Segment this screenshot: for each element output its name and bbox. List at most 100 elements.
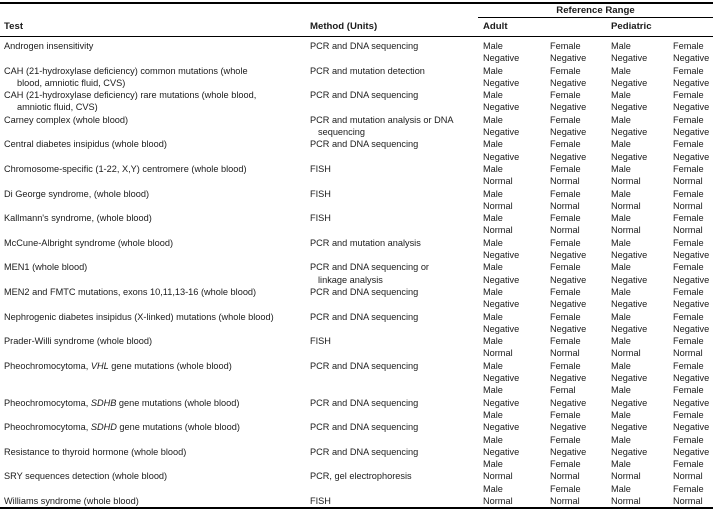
method-line: PCR and DNA sequencing (310, 41, 419, 51)
method-cell: PCR and DNA sequencing (310, 89, 483, 114)
method-line: PCR and mutation analysis (310, 237, 421, 248)
ref-value: Negative (483, 250, 520, 261)
table-row: Prader-Willi syndrome (whole blood) FISH M… (0, 335, 713, 360)
ref-value: Male (611, 139, 631, 150)
ref-value: Male (611, 385, 631, 396)
ref-pediatric-male-cell: Negative Male (611, 397, 673, 422)
ref-pediatric-male-cell: Male Negative (611, 89, 673, 114)
ref-pediatric-female-cell: Female Normal (673, 188, 713, 213)
ref-value: Male (483, 434, 503, 445)
test-name-line: Pheochromocytoma, SDHD gene mutations (w… (4, 422, 240, 433)
ref-value: Male (483, 286, 503, 297)
test-name-line: CAH (21-hydroxylase deficiency) common m… (4, 65, 248, 76)
ref-value: Normal (611, 348, 641, 359)
method-line: PCR and DNA sequencing (310, 422, 419, 433)
reference-range-spanner-label: Reference Range (556, 5, 635, 16)
table-row: Nephrogenic diabetes insipidus (X-linked… (0, 311, 713, 336)
method-line: PCR and DNA sequencing (310, 286, 419, 297)
ref-value: Negative (483, 323, 520, 334)
table-row: Di George syndrome, (whole blood) FISH Mal… (0, 188, 713, 213)
test-name-line: Androgen insensitivity (4, 41, 94, 51)
ref-pediatric-female-cell: Female Negative (673, 40, 713, 65)
ref-pediatric-male-cell: Male Normal (611, 335, 673, 360)
test-name-cell: McCune-Albright syndrome (whole blood) (0, 237, 310, 262)
ref-value: Male (611, 237, 631, 248)
ref-value: Negative (550, 446, 587, 457)
method-cell: PCR and DNA sequencing (310, 40, 483, 65)
gene-symbol: SDHB (90, 397, 117, 408)
ref-value: Male (611, 409, 631, 420)
ref-pediatric-female-cell: Female Normal (673, 212, 713, 237)
ref-value: Male (611, 483, 631, 494)
test-name-line: Resistance to thyroid hormone (whole blo… (4, 446, 187, 457)
ref-value: Negative (611, 250, 648, 261)
ref-value: Female (673, 41, 704, 51)
ref-value: Negative (673, 127, 710, 138)
ref-adult-male-cell: Negative Male (483, 446, 550, 471)
ref-pediatric-male-cell: Male Negative (611, 114, 673, 139)
ref-value: Female (550, 459, 581, 470)
test-name-cell: CAH (21-hydroxylase deficiency) rare mut… (0, 89, 310, 114)
gene-symbol: VHL (90, 360, 109, 371)
ref-value: Female (673, 90, 704, 101)
test-name-line: blood, amniotic fluid, CVS) (17, 77, 126, 88)
test-name-cell: SRY sequences detection (whole blood) (0, 470, 310, 495)
ref-pediatric-male-cell: Male Normal (611, 163, 673, 188)
ref-value: Normal (673, 495, 703, 506)
ref-value: Female (550, 41, 581, 51)
ref-value: Male (611, 459, 631, 470)
ref-pediatric-male-cell: Male Negative (611, 40, 673, 65)
ref-value: Male (483, 139, 503, 150)
ref-value: Negative (550, 102, 587, 113)
ref-value: Male (611, 360, 631, 371)
ref-value: Male (483, 336, 503, 347)
test-name-line: Pheochromocytoma, SDHB gene mutations (w… (4, 397, 240, 408)
table-row: Carney complex (whole blood) PCR and muta… (0, 114, 713, 139)
ref-adult-female-cell: Female Negative (550, 65, 611, 90)
ref-value: Male (483, 65, 503, 76)
ref-adult-female-cell: Female Normal (550, 335, 611, 360)
column-header-adult: Adult (483, 21, 508, 32)
ref-value: Negative (611, 422, 648, 433)
ref-pediatric-female-cell: Female Negative (673, 237, 713, 262)
ref-value: Male (483, 188, 503, 199)
ref-value: Negative (673, 323, 710, 334)
method-line: PCR, gel electrophoresis (310, 471, 412, 482)
test-name-cell: Di George syndrome, (whole blood) (0, 188, 310, 213)
test-name-line: Nephrogenic diabetes insipidus (X-linked… (4, 311, 274, 322)
ref-value: Female (673, 262, 704, 273)
ref-value: Negative (550, 299, 587, 310)
method-line: FISH (310, 495, 331, 506)
test-name-line: CAH (21-hydroxylase deficiency) rare mut… (4, 90, 257, 101)
method-cell: PCR and DNA sequencing or linkage analysi… (310, 261, 483, 286)
ref-value: Normal (673, 225, 703, 236)
ref-value: Negative (483, 53, 520, 64)
ref-value: Negative (611, 299, 648, 310)
ref-pediatric-female-cell: Negative Female (673, 397, 713, 422)
ref-value: Normal (550, 471, 580, 482)
reference-range-spanner-rule (478, 17, 713, 18)
ref-value: Female (550, 90, 581, 101)
test-name-cell: Carney complex (whole blood) (0, 114, 310, 139)
ref-pediatric-male-cell: Male Negative (611, 261, 673, 286)
ref-value: Negative (611, 127, 648, 138)
ref-value: Negative (550, 373, 587, 384)
ref-adult-female-cell: Normal Female (550, 470, 611, 495)
test-name-cell: Nephrogenic diabetes insipidus (X-linked… (0, 311, 310, 336)
ref-value: Negative (550, 151, 587, 162)
ref-value: Negative (483, 77, 520, 88)
ref-value: Normal (611, 176, 641, 187)
ref-value: Normal (483, 176, 513, 187)
ref-pediatric-male-cell: Negative Male (611, 446, 673, 471)
method-cell: PCR and DNA sequencing (310, 286, 483, 311)
ref-adult-female-cell: Negative Female (550, 397, 611, 422)
table-row: MEN1 (whole blood) PCR and DNA sequencing… (0, 261, 713, 286)
test-name-line: MEN2 and FMTC mutations, exons 10,11,13-… (4, 286, 257, 297)
ref-value: Female (550, 286, 581, 297)
test-name-line: Chromosome-specific (1-22, X,Y) centrome… (4, 163, 247, 174)
ref-adult-male-cell: Male Negative (483, 138, 550, 163)
test-name-line: Di George syndrome, (whole blood) (4, 188, 150, 199)
method-cell: FISH (310, 188, 483, 213)
test-name-line: Pheochromocytoma, VHL gene mutations (wh… (4, 360, 232, 371)
test-name-cell: CAH (21-hydroxylase deficiency) common m… (0, 65, 310, 90)
